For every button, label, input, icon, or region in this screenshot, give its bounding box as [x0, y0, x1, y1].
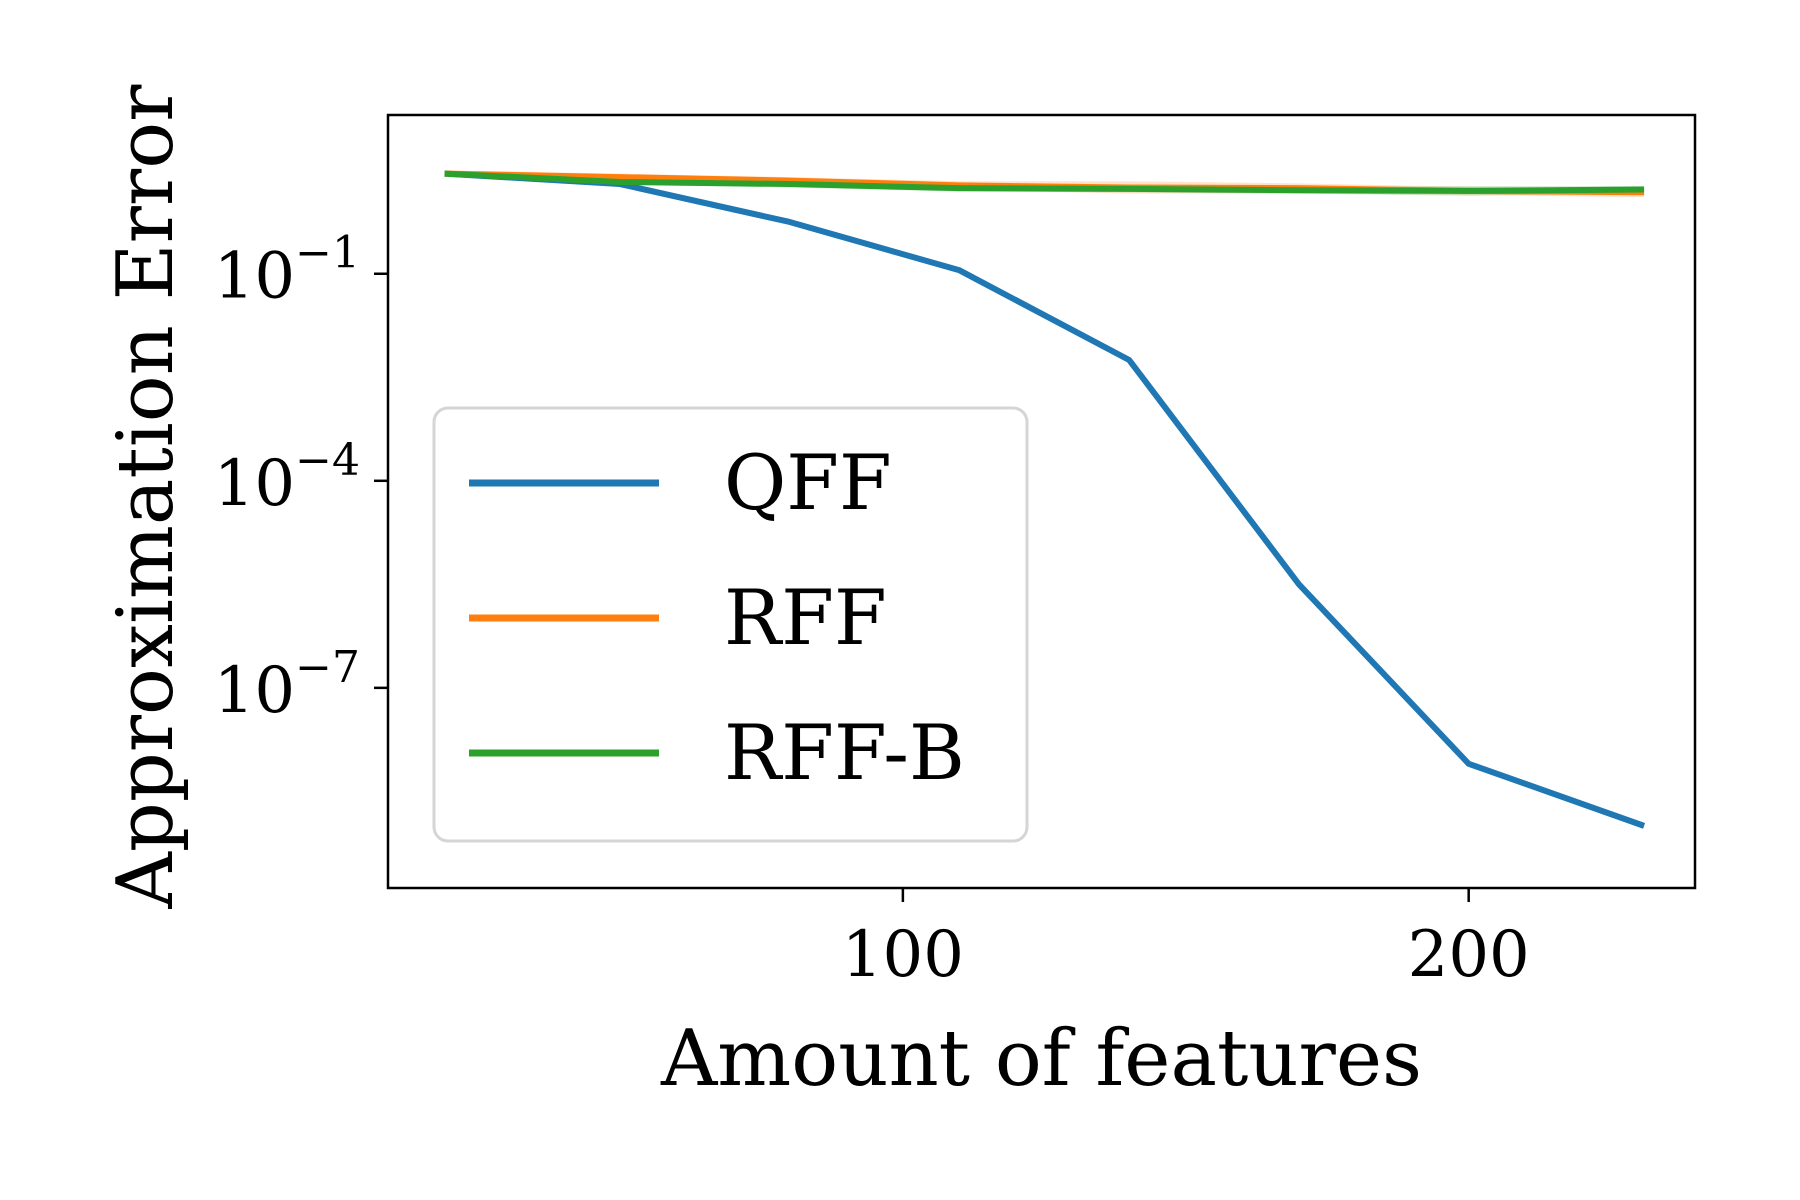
x-tick-label: 200 [1408, 918, 1530, 992]
x-axis-title: Amount of features [660, 1014, 1422, 1104]
plot-frame [386, 113, 1697, 890]
legend-label-qff: QFF [724, 438, 892, 527]
x-tick-label: 100 [842, 918, 964, 992]
series-line-rff-b [444, 170, 1645, 194]
y-tick-label: 10−4 [214, 435, 360, 521]
x-axis-ticks: 100 200 [842, 888, 1530, 992]
y-tick-label: 10−1 [214, 228, 360, 314]
y-tick-label: 10−7 [214, 642, 360, 728]
series-lines [444, 170, 1646, 829]
series-line-qff [444, 170, 1646, 829]
legend-box [432, 406, 1029, 843]
legend-label-rff-b: RFF-B [724, 708, 965, 797]
y-axis-title: Approximation Error [101, 84, 191, 910]
y-axis-ticks: 10−1 10−4 10−7 [214, 228, 388, 728]
legend: QFF RFF RFF-B [432, 406, 1029, 843]
legend-label-rff: RFF [724, 573, 887, 662]
